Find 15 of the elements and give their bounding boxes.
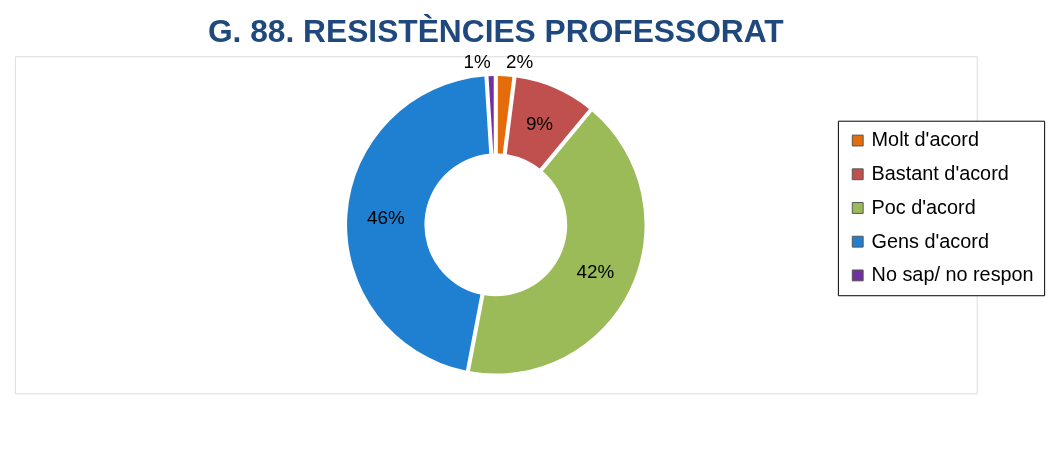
data-label: 9% <box>525 112 554 134</box>
donut-slice <box>497 76 513 154</box>
data-label: 46% <box>367 206 406 228</box>
donut-slice <box>469 111 645 374</box>
chart-title: G. 88. RESISTÈNCIES PROFESSORAT <box>207 13 785 50</box>
data-label: 2% <box>506 51 534 73</box>
legend-label: Poc d'acord <box>871 195 976 218</box>
legend-label: Molt d'acord <box>871 128 979 151</box>
data-label: 42% <box>576 260 615 282</box>
donut-slice <box>506 77 589 169</box>
legend-label: Bastant d'acord <box>871 162 1009 185</box>
data-label: 1% <box>463 51 491 73</box>
legend-label: No sap/ no respon <box>871 263 1034 286</box>
legend-label: Gens d'acord <box>871 229 989 252</box>
donut-slice <box>347 76 490 371</box>
